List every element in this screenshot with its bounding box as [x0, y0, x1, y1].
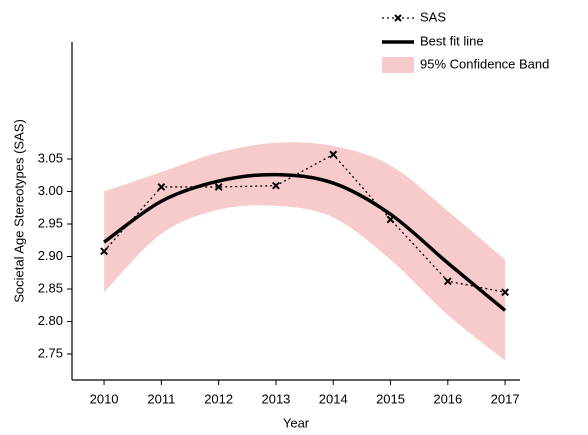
y-tick-label: 2.80 — [38, 313, 63, 328]
sas-marker — [100, 247, 108, 256]
x-tick-label: 2012 — [204, 391, 233, 406]
x-tick-label: 2013 — [261, 391, 290, 406]
legend-label: SAS — [420, 9, 446, 24]
sas-line — [103, 153, 506, 293]
sas-marker — [386, 215, 395, 224]
x-axis-label: Year — [283, 415, 310, 430]
confidence-band — [104, 142, 506, 361]
sas-marker — [329, 150, 338, 159]
sas-marker — [443, 277, 452, 286]
sas-marker — [272, 181, 280, 190]
x-tick-label: 2015 — [376, 391, 405, 406]
legend-sas-marker — [394, 14, 402, 22]
legend-band-swatch — [382, 57, 414, 73]
fit-line — [103, 172, 507, 312]
legend-label: 95% Confidence Band — [420, 56, 549, 71]
sas-marker — [501, 288, 510, 297]
x-tick-label: 2011 — [147, 391, 175, 406]
x-tick-label: 2017 — [491, 391, 520, 406]
sas-marker — [157, 183, 166, 191]
y-tick-label: 2.90 — [38, 248, 63, 263]
x-tick-label: 2014 — [319, 391, 348, 406]
y-tick-label: 2.85 — [38, 280, 63, 295]
legend-label: Best fit line — [420, 33, 484, 48]
x-tick-label: 2010 — [90, 391, 119, 406]
y-tick-label: 3.05 — [38, 150, 63, 165]
y-tick-label: 2.95 — [38, 215, 63, 230]
x-tick-label: 2016 — [433, 391, 462, 406]
y-tick-label: 2.75 — [38, 345, 63, 360]
y-tick-label: 3.00 — [38, 183, 63, 198]
y-axis-label: Societal Age Stereotypes (SAS) — [11, 119, 26, 303]
sas-marker — [214, 183, 223, 191]
